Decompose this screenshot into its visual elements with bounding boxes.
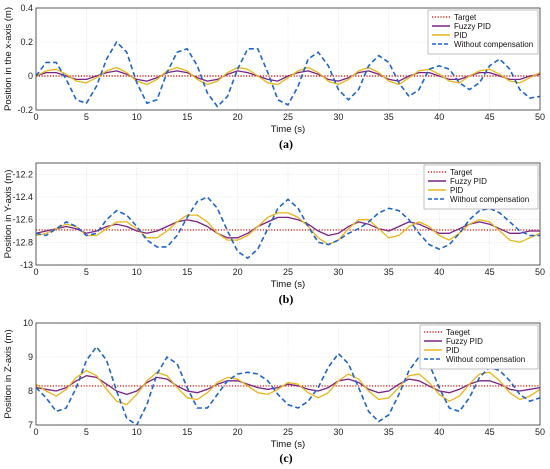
- y-tick-label: -0.2: [17, 105, 33, 115]
- x-tick-label: 0: [33, 267, 38, 277]
- y-tick-label: 9: [28, 352, 33, 362]
- x-tick-label: 40: [434, 427, 444, 437]
- x-tick-label: 35: [384, 427, 394, 437]
- x-axis-label: Time (s): [271, 279, 305, 290]
- axes-frame: [35, 322, 541, 426]
- axes-frame: [35, 162, 541, 266]
- y-axis-label: Position in Z-axis (m): [3, 329, 14, 418]
- y-tick-label: -13: [20, 260, 33, 270]
- legend-entry: PID: [446, 346, 460, 355]
- x-tick-label: 25: [283, 427, 293, 437]
- y-tick-label: -12.4: [12, 192, 33, 202]
- subplot-caption: (c): [279, 451, 292, 465]
- y-tick-label: 10: [23, 318, 33, 328]
- legend-entry: Without compensation: [446, 355, 525, 364]
- legend-entry: Target: [450, 168, 473, 177]
- x-tick-label: 30: [333, 112, 343, 122]
- x-tick-label: 40: [434, 112, 444, 122]
- y-axis-label: Position in the x-axis (m): [3, 7, 14, 111]
- x-tick-label: 20: [233, 427, 243, 437]
- y-tick-label: 0: [28, 71, 33, 81]
- x-axis-label: Time (s): [271, 124, 305, 135]
- x-tick-label: 25: [283, 267, 293, 277]
- x-tick-label: 30: [333, 427, 343, 437]
- subplot-b: 0 5 10 15 20 25 30 35 40 45 50 -13 -12.8 -12.6 -12.4 -1…: [3, 162, 545, 306]
- series-line-fuzzy-pid: [36, 375, 540, 396]
- x-tick-label: 15: [182, 267, 192, 277]
- x-tick-label: 5: [84, 427, 89, 437]
- x-tick-label: 45: [485, 427, 495, 437]
- x-tick-label: 40: [434, 267, 444, 277]
- y-tick-label: 8: [28, 386, 33, 396]
- y-tick-label: 0.2: [20, 37, 33, 47]
- y-axis-label: Position in Y-axis (m): [3, 170, 14, 259]
- x-tick-label: 0: [33, 112, 38, 122]
- x-tick-label: 5: [84, 267, 89, 277]
- series-line-without-compensation: [36, 196, 540, 260]
- legend-entry: Fuzzy PID: [446, 337, 483, 346]
- x-tick-label: 30: [333, 267, 343, 277]
- y-tick-label: -12.6: [12, 215, 33, 225]
- x-tick-label: 25: [283, 112, 293, 122]
- legend-entry: Target: [454, 13, 477, 22]
- y-tick-label: 0.4: [20, 3, 33, 13]
- x-tick-label: 5: [84, 112, 89, 122]
- x-tick-label: 10: [132, 267, 142, 277]
- x-tick-label: 15: [182, 112, 192, 122]
- legend-entry: PID: [454, 31, 468, 40]
- x-tick-label: 20: [233, 112, 243, 122]
- x-tick-label: 35: [384, 112, 394, 122]
- legend-entry: Taeget: [446, 328, 471, 337]
- subplot-caption: (a): [279, 137, 293, 151]
- series-line-without-compensation: [36, 345, 540, 425]
- subplot-c: 0 5 10 15 20 25 30 35 40 45 50 7 8 9 10 Time (s) Positio…: [3, 318, 545, 465]
- axes-frame: [35, 7, 541, 111]
- series-line-pid: [36, 212, 540, 246]
- legend-entry: Without compensation: [454, 40, 533, 49]
- x-tick-label: 10: [132, 427, 142, 437]
- x-tick-label: 15: [182, 427, 192, 437]
- y-tick-label: -12.2: [12, 169, 33, 179]
- legend-entry: Fuzzy PID: [454, 22, 491, 31]
- series-line-pid: [36, 66, 540, 86]
- y-tick-label: 7: [28, 420, 33, 430]
- legend-entry: PID: [450, 186, 464, 195]
- y-tick-label: -12.8: [12, 237, 33, 247]
- legend-box: [419, 324, 539, 370]
- x-tick-label: 35: [384, 267, 394, 277]
- x-axis-label: Time (s): [271, 439, 305, 450]
- x-tick-label: 20: [233, 267, 243, 277]
- subplot-caption: (b): [279, 292, 294, 306]
- x-tick-label: 50: [535, 112, 545, 122]
- x-tick-label: 45: [485, 267, 495, 277]
- x-tick-label: 50: [535, 427, 545, 437]
- x-tick-label: 45: [485, 112, 495, 122]
- x-tick-label: 10: [132, 112, 142, 122]
- series-line-fuzzy-pid: [36, 216, 540, 239]
- legend-entry: Without compensation: [450, 195, 529, 204]
- x-tick-label: 0: [33, 427, 38, 437]
- x-tick-label: 50: [535, 267, 545, 277]
- series-line-without-compensation: [36, 41, 540, 108]
- legend-entry: Fuzzy PID: [450, 177, 487, 186]
